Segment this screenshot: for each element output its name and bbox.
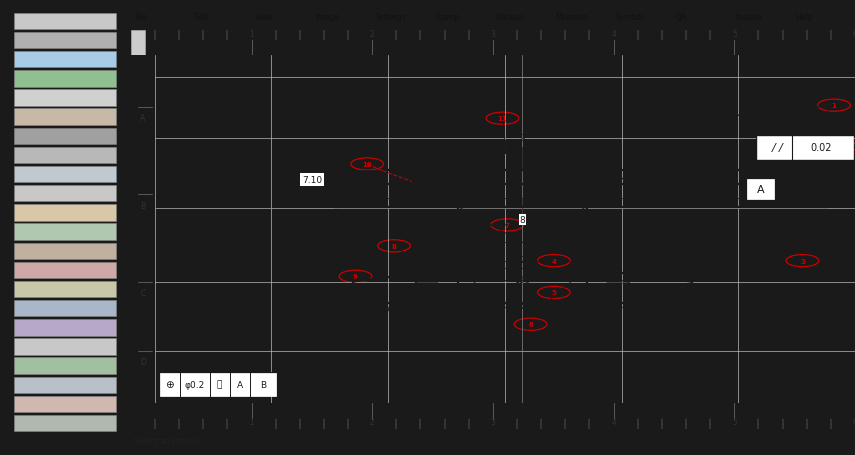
Text: 2: 2	[370, 417, 374, 425]
Text: 1: 1	[249, 417, 254, 425]
Text: 8: 8	[392, 243, 397, 249]
Text: Markup: Markup	[495, 13, 524, 21]
Bar	[15, 262, 116, 278]
Text: Settings: Settings	[374, 13, 406, 21]
Text: φ56: φ56	[515, 302, 530, 310]
Text: 7: 7	[504, 222, 510, 228]
Text: 11: 11	[498, 116, 507, 122]
Text: φ52.2: φ52.2	[510, 255, 534, 264]
Text: 4: 4	[611, 417, 616, 425]
Text: 0.02: 0.02	[811, 143, 832, 153]
Bar	[15, 300, 116, 317]
Bar	[15, 90, 116, 106]
Bar	[15, 415, 116, 431]
Text: 5: 5	[551, 290, 557, 296]
Text: Measure: Measure	[555, 13, 587, 21]
Bar	[15, 109, 116, 126]
Bar	[15, 33, 116, 49]
Text: 9: 9	[520, 134, 525, 143]
Text: 4: 4	[611, 30, 616, 39]
Text: 2: 2	[370, 30, 374, 39]
Bar	[15, 147, 116, 164]
Bar	[15, 396, 116, 412]
Text: 5: 5	[732, 30, 737, 39]
Text: A: A	[140, 114, 145, 123]
Bar	[15, 71, 116, 87]
Text: 10: 10	[363, 162, 372, 167]
Text: 1 X 45°: 1 X 45°	[692, 264, 722, 273]
Text: 6: 6	[852, 30, 855, 39]
Text: A: A	[237, 380, 243, 389]
Text: 6: 6	[528, 322, 533, 328]
Text: 3: 3	[491, 417, 495, 425]
Text: └ 5.5▽ 2: └ 5.5▽ 2	[341, 250, 376, 259]
Text: Ⓜ: Ⓜ	[217, 380, 222, 389]
Text: ⊕: ⊕	[165, 379, 174, 389]
Bar	[15, 377, 116, 393]
Text: 1: 1	[832, 103, 836, 109]
Text: Help: Help	[796, 13, 813, 21]
Text: Stamp: Stamp	[435, 13, 460, 21]
Text: Edit: Edit	[195, 13, 209, 21]
Text: B: B	[260, 380, 267, 389]
Text: A: A	[757, 185, 764, 195]
Text: B: B	[140, 201, 145, 210]
Text: φ0.2: φ0.2	[185, 380, 205, 389]
Text: 8: 8	[520, 216, 525, 225]
Bar	[15, 14, 116, 30]
Text: 7.10: 7.10	[303, 176, 322, 185]
Bar	[15, 186, 116, 202]
Text: File: File	[134, 13, 147, 21]
Bar	[15, 243, 116, 259]
Text: Image: Image	[315, 13, 339, 21]
Bar	[15, 52, 116, 68]
Text: View: View	[255, 13, 273, 21]
Bar	[15, 167, 116, 183]
Text: φ53: φ53	[515, 275, 530, 284]
Bar	[15, 339, 116, 355]
Text: 4: 4	[551, 258, 557, 264]
Text: C: C	[140, 288, 145, 297]
Bar	[131, 31, 145, 56]
Text: 9: 9	[353, 274, 358, 280]
Text: Inquire: Inquire	[735, 13, 763, 21]
Text: /: /	[779, 143, 782, 153]
Text: 3: 3	[491, 30, 495, 39]
Bar	[15, 319, 116, 336]
Text: φ4 THRU: φ4 THRU	[341, 239, 378, 248]
Text: 0.75 X 30°: 0.75 X 30°	[682, 105, 727, 114]
Text: 1: 1	[249, 30, 254, 39]
Text: /: /	[772, 143, 775, 153]
Bar	[15, 128, 116, 145]
Bar	[15, 224, 116, 240]
Text: QA: QA	[675, 13, 687, 21]
Bar	[15, 358, 116, 374]
Text: 3: 3	[800, 258, 805, 264]
Text: Select an Option.: Select an Option.	[134, 436, 200, 445]
Text: Symbol: Symbol	[616, 13, 644, 21]
Text: D: D	[140, 358, 145, 366]
Bar	[15, 205, 116, 221]
Bar	[15, 281, 116, 298]
Text: 5: 5	[732, 417, 737, 425]
Text: 6: 6	[852, 417, 855, 425]
Text: 2: 2	[839, 144, 843, 150]
